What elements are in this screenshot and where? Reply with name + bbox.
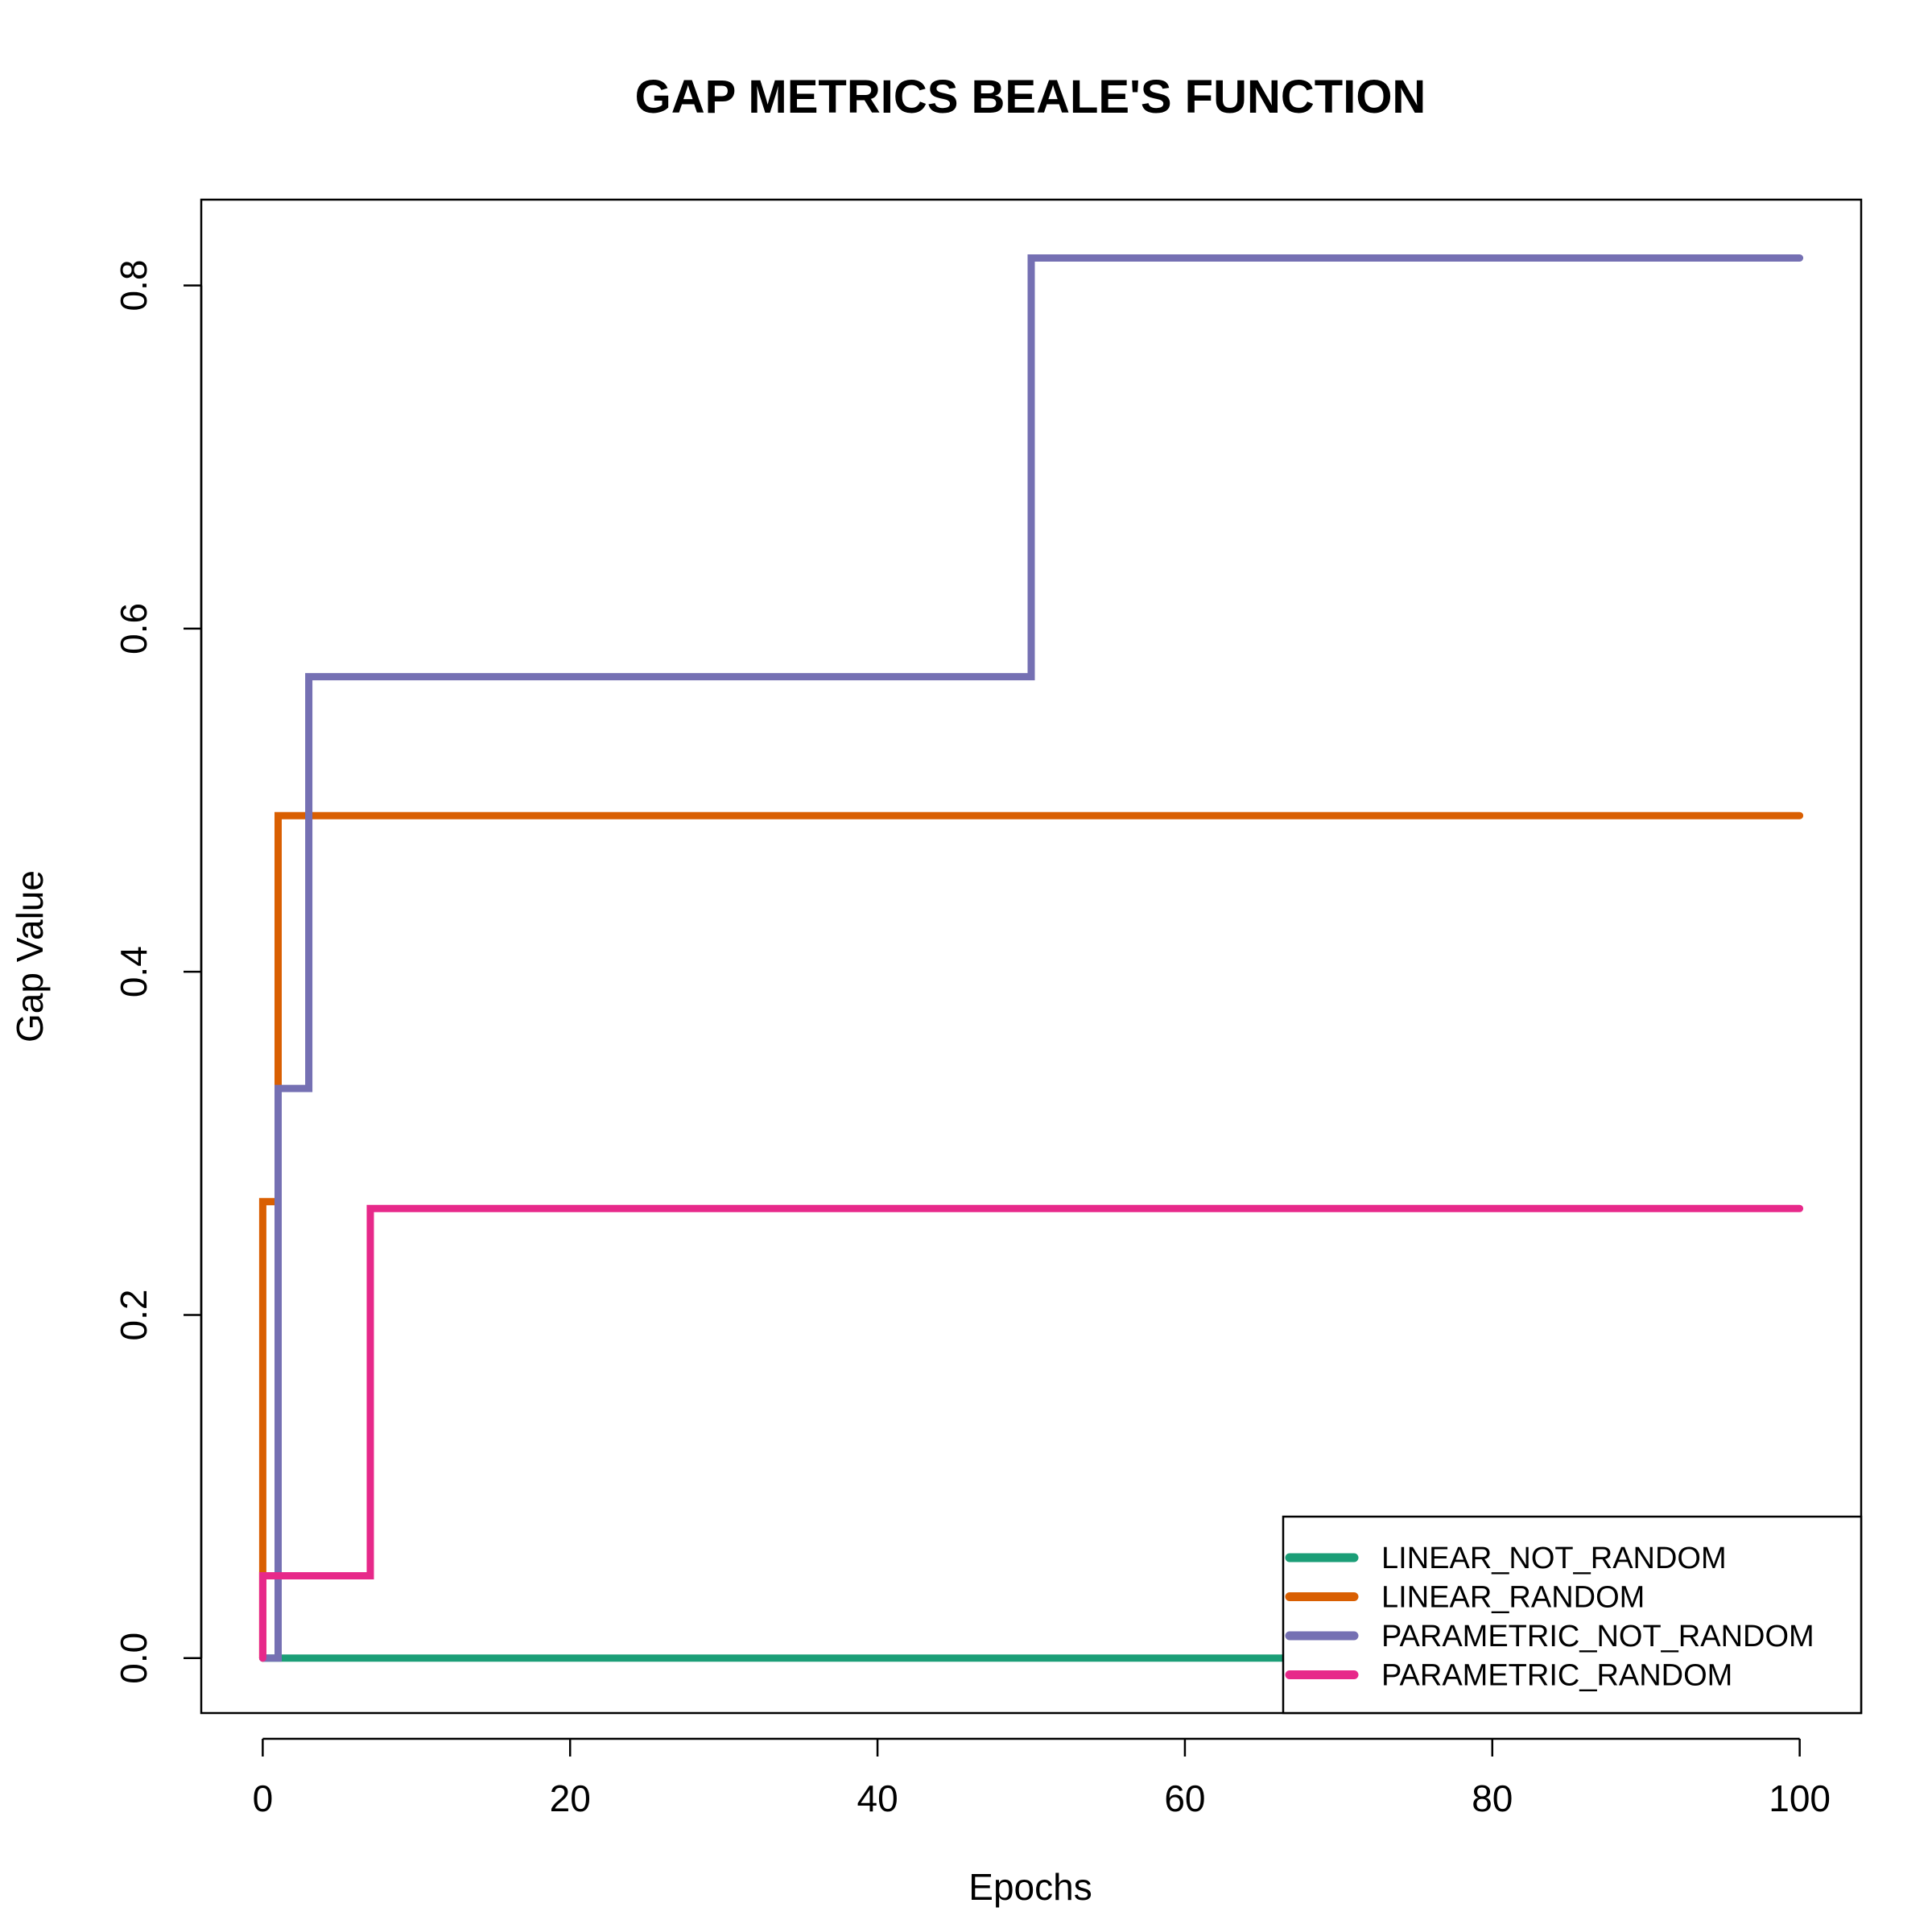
y-tick-label: 0.2 — [113, 1290, 155, 1341]
x-tick-label: 60 — [1164, 1777, 1205, 1819]
legend-box — [1282, 1515, 1863, 1715]
legend-label: LINEAR_NOT_RANDOM — [1381, 1542, 1727, 1575]
y-tick-label: 0.4 — [113, 946, 155, 997]
chart-title: GAP METRICS BEALE'S FUNCTION — [635, 71, 1426, 123]
series-line-parametric-random — [258, 1204, 1804, 1662]
x-tick-label: 40 — [857, 1777, 898, 1819]
series-layer — [258, 254, 1804, 1662]
legend-label: LINEAR_RANDOM — [1381, 1581, 1645, 1615]
legend: LINEAR_NOT_RANDOM LINEAR_RANDOM PARAMETRIC… — [1282, 1515, 1863, 1715]
y-tick-label: 0.0 — [113, 1633, 155, 1684]
x-tick-label: 0 — [253, 1777, 274, 1819]
x-axis: 0 20 40 60 80 100 — [253, 1737, 1831, 1819]
x-tick-label: 80 — [1472, 1777, 1513, 1819]
y-tick-label: 0.6 — [113, 603, 155, 654]
x-tick-label: 100 — [1769, 1777, 1831, 1819]
y-axis-label: Gap Value — [9, 870, 51, 1042]
legend-label: PARAMETRIC_RANDOM — [1381, 1659, 1732, 1693]
series-line-parametric-not-random — [258, 254, 1804, 1662]
y-axis: 0.0 0.2 0.4 0.6 0.8 — [113, 260, 203, 1684]
legend-label: PARAMETRIC_NOT_RANDOM — [1381, 1620, 1814, 1653]
x-axis-label: Epochs — [968, 1866, 1092, 1908]
x-tick-label: 20 — [550, 1777, 591, 1819]
y-tick-label: 0.8 — [113, 260, 155, 312]
